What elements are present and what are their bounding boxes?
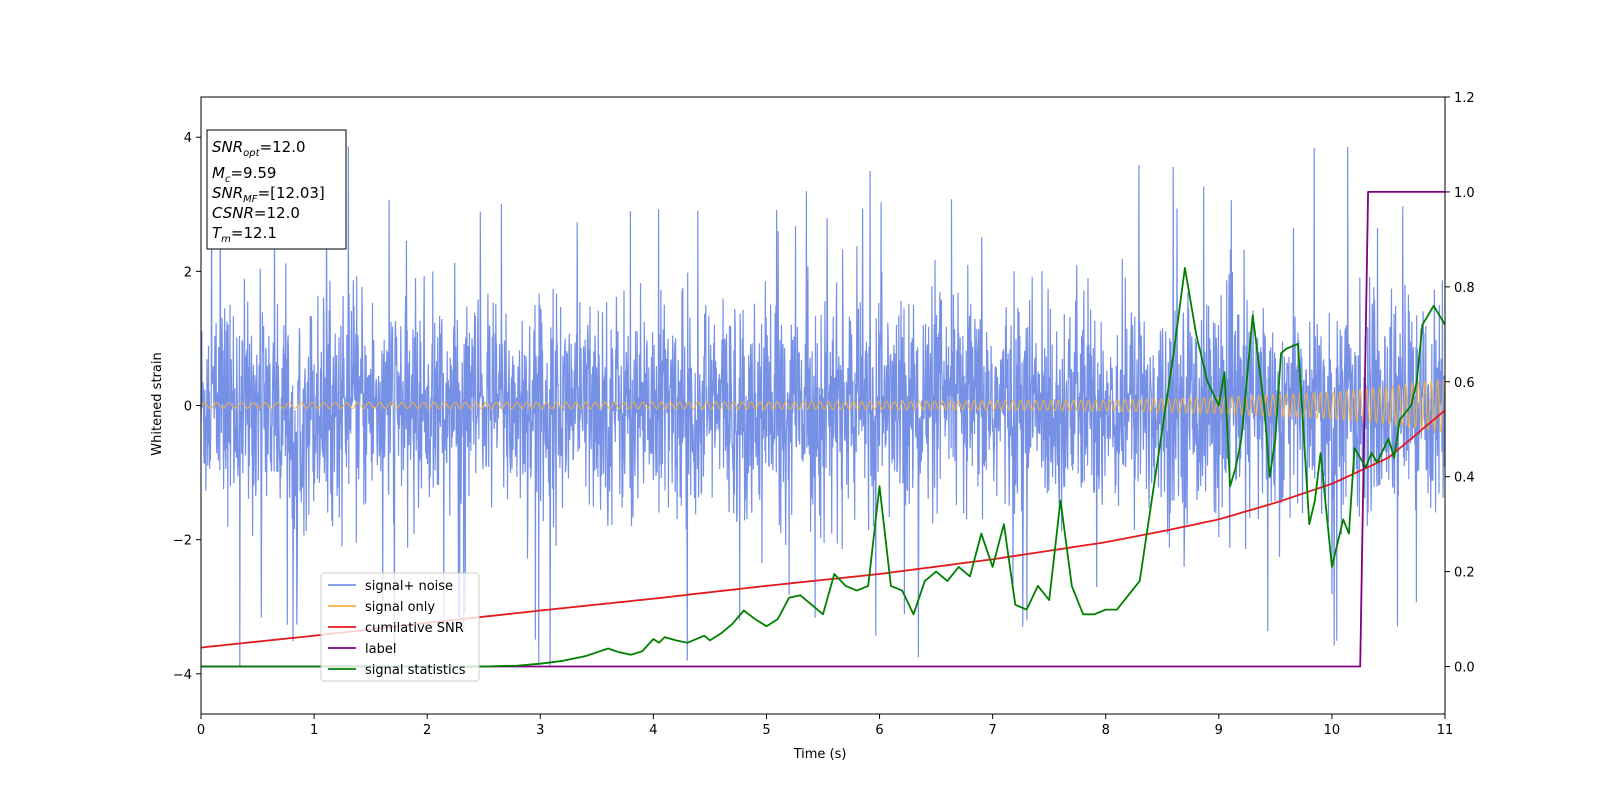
- y2-tick-label: 1.2: [1454, 91, 1475, 106]
- x-tick-label: 8: [1102, 723, 1110, 738]
- series-signal-noise-line: [201, 146, 1445, 666]
- series-signal-only-line: [201, 378, 1445, 434]
- y-tick-label: 0: [184, 400, 192, 415]
- legend-entry-label: cumilative SNR: [365, 621, 464, 636]
- series-label-line: [201, 191, 1445, 668]
- x-tick-label: 7: [988, 723, 996, 738]
- info-box: SNRopt=12.0 Mc=9.59 SNRMF=[12.03] CSNR=1…: [206, 129, 347, 250]
- x-tick-label: 11: [1437, 723, 1454, 738]
- y2-tick-label: 0.4: [1454, 471, 1475, 486]
- legend: signal+ noise signal only cumilative SNR la…: [320, 572, 480, 682]
- y-tick-label: −4: [173, 668, 192, 683]
- series-signal-statistics-line: [201, 267, 1445, 668]
- info-snr-opt: SNRopt=12.0: [212, 138, 306, 159]
- legend-entry-label: signal+ noise: [365, 579, 453, 594]
- y2-tick-label: 0.6: [1454, 376, 1475, 391]
- x-tick-label: 1: [310, 723, 318, 738]
- y-tick-label: −2: [173, 534, 192, 549]
- y2-tick-label: 1.0: [1454, 186, 1475, 201]
- x-tick-label: 9: [1215, 723, 1223, 738]
- y2-tick-label: 0.2: [1454, 566, 1475, 581]
- legend-entry-label: signal statistics: [365, 663, 466, 678]
- legend-entry-label: label: [365, 642, 396, 657]
- y-axis-label: Whitened strain: [150, 352, 165, 455]
- y-tick-label: 4: [184, 131, 192, 146]
- axes: 0 1 2 3 4 5 6 7 8 9 10 11 4 2 0 −2 −4 1.2 1.0 0.8 0.6 0.4 0.2 0…: [173, 91, 1475, 738]
- y2-tick-label: 0.0: [1454, 661, 1475, 676]
- x-tick-label: 10: [1324, 723, 1341, 738]
- x-tick-label: 2: [423, 723, 431, 738]
- x-tick-label: 4: [649, 723, 657, 738]
- info-snr-mf: SNRMF=[12.03]: [212, 184, 325, 205]
- info-tm: Tm=12.1: [212, 224, 277, 245]
- legend-frame: [320, 572, 480, 682]
- y2-tick-label: 0.8: [1454, 281, 1475, 296]
- x-tick-label: 3: [536, 723, 544, 738]
- info-csnr: CSNR=12.0: [212, 204, 300, 222]
- x-tick-label: 0: [197, 723, 205, 738]
- x-axis-label: Time (s): [793, 747, 847, 762]
- legend-entry-label: signal only: [365, 600, 435, 615]
- info-mc: Mc=9.59: [212, 164, 276, 185]
- x-tick-label: 5: [762, 723, 770, 738]
- y-tick-label: 2: [184, 265, 192, 280]
- x-tick-label: 6: [875, 723, 883, 738]
